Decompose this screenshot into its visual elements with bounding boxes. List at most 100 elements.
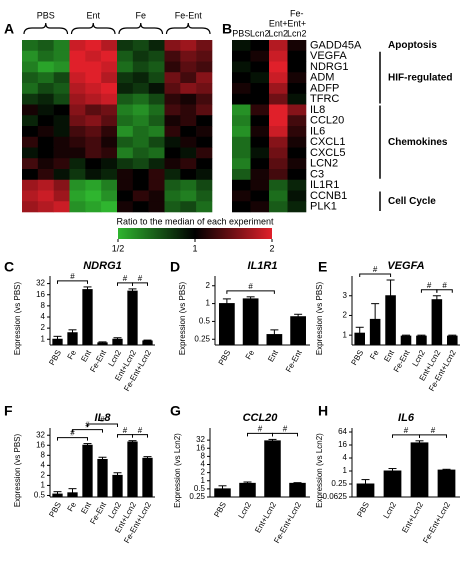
heatmap-cell xyxy=(37,136,54,148)
heatmap-cell xyxy=(287,50,307,62)
heatmap-cell xyxy=(287,72,307,84)
bar xyxy=(142,340,153,346)
y-tick-label: 8 xyxy=(41,301,46,310)
heatmap-cell xyxy=(287,83,307,95)
significance-bracket xyxy=(132,282,148,286)
heatmap-cell xyxy=(269,147,288,159)
heatmap-cell xyxy=(196,83,213,95)
x-tick-label: Fe-Ent xyxy=(88,348,108,374)
significance-bracket xyxy=(57,437,88,441)
heatmap-cell xyxy=(269,179,288,191)
bar xyxy=(416,335,427,346)
significance-bracket xyxy=(132,434,148,438)
heatmap-cell xyxy=(180,93,197,105)
heatmap-cell xyxy=(53,104,70,116)
y-tick-label: 2 xyxy=(41,471,46,480)
heatmap-cell xyxy=(69,93,86,105)
y-tick-label: 32 xyxy=(36,430,45,439)
heatmap-cell xyxy=(148,104,165,116)
heatmap-cell xyxy=(164,136,181,148)
bar xyxy=(82,444,93,498)
heatmap-cell xyxy=(196,136,213,148)
y-tick-label: 4 xyxy=(41,312,46,321)
colorbar-tick-label: 1/2 xyxy=(112,243,125,253)
chart-title: CCL20 xyxy=(243,412,279,424)
heatmap-cell xyxy=(250,72,270,84)
heatmap-cell xyxy=(232,83,251,95)
heatmap-cell xyxy=(85,158,102,170)
bar xyxy=(266,334,283,346)
colorbar-tick-label: 1 xyxy=(192,243,197,253)
column-label: Fe- xyxy=(290,8,304,18)
heatmap-cell xyxy=(85,40,102,52)
panel-label: A xyxy=(4,21,14,37)
heatmap-cell xyxy=(250,169,270,181)
heatmap-cell xyxy=(117,158,134,170)
x-tick-label: PBS xyxy=(47,349,63,367)
heatmap-cell xyxy=(180,104,197,116)
x-tick-label: Fe-Ent xyxy=(88,500,108,526)
bar xyxy=(356,483,375,498)
x-tick-label: Ent xyxy=(79,500,93,516)
heatmap-cell xyxy=(22,40,39,52)
y-tick-label: 0.25 xyxy=(194,334,210,343)
heatmap-cell xyxy=(101,169,118,181)
heatmap-cell xyxy=(69,50,86,62)
heatmap-cell xyxy=(85,115,102,127)
colorbar-tick-label: 2 xyxy=(269,243,274,253)
heatmap-cell xyxy=(22,136,39,148)
heatmap-cell xyxy=(196,93,213,105)
y-tick-label: 2 xyxy=(206,281,211,290)
row-label: IL6 xyxy=(310,125,325,137)
heatmap-cell xyxy=(132,158,149,170)
heatmap-cell xyxy=(180,147,197,159)
heatmap-cell xyxy=(53,136,70,148)
y-tick-label: 16 xyxy=(36,440,45,449)
significance-bracket xyxy=(57,280,88,284)
heatmap-cell xyxy=(69,201,86,213)
heatmap-cell xyxy=(22,83,39,95)
bar xyxy=(142,457,153,498)
heatmap-cell xyxy=(148,179,165,191)
heatmap-cell xyxy=(69,190,86,202)
x-tick-label: Fe xyxy=(244,348,257,361)
heatmap-cell xyxy=(132,201,149,213)
heatmap-cell xyxy=(232,50,251,62)
heatmap-cell xyxy=(269,72,288,84)
y-tick-label: 1 xyxy=(41,334,46,343)
heatmap-cell xyxy=(250,126,270,138)
group-label: HIF-regulated xyxy=(388,72,452,83)
heatmap-cell xyxy=(180,61,197,73)
heatmap-cell xyxy=(53,83,70,95)
heatmap-cell xyxy=(180,83,197,95)
chart-title: NDRG1 xyxy=(83,260,122,272)
x-tick-label: PBS xyxy=(212,501,228,519)
heatmap-cell xyxy=(164,61,181,73)
significance-bracket xyxy=(72,429,103,433)
y-tick-label: 0.5 xyxy=(34,491,46,500)
heatmap-cell xyxy=(37,169,54,181)
heatmap-cell xyxy=(164,83,181,95)
heatmap-cell xyxy=(53,179,70,191)
heatmap-cell xyxy=(22,93,39,105)
significance-label: # xyxy=(123,426,128,435)
heatmap-cell xyxy=(101,158,118,170)
group-label: Cell Cycle xyxy=(388,196,436,207)
heatmap-cell xyxy=(37,190,54,202)
heatmap-cell xyxy=(85,50,102,62)
heatmap-cell xyxy=(22,190,39,202)
heatmap-cell xyxy=(53,169,70,181)
y-tick-label: 64 xyxy=(338,427,347,436)
heatmap-cell xyxy=(117,115,134,127)
y-tick-label: 0.25 xyxy=(189,492,205,501)
heatmap-cell xyxy=(164,50,181,62)
heatmap-cell xyxy=(37,61,54,73)
panel-label: D xyxy=(170,259,180,275)
heatmap-cell xyxy=(196,179,213,191)
bar xyxy=(219,303,235,346)
significance-bracket xyxy=(272,432,298,437)
bar xyxy=(242,298,259,346)
significance-label: # xyxy=(123,274,128,283)
significance-label: # xyxy=(138,274,143,283)
heatmap-cell xyxy=(69,72,86,84)
